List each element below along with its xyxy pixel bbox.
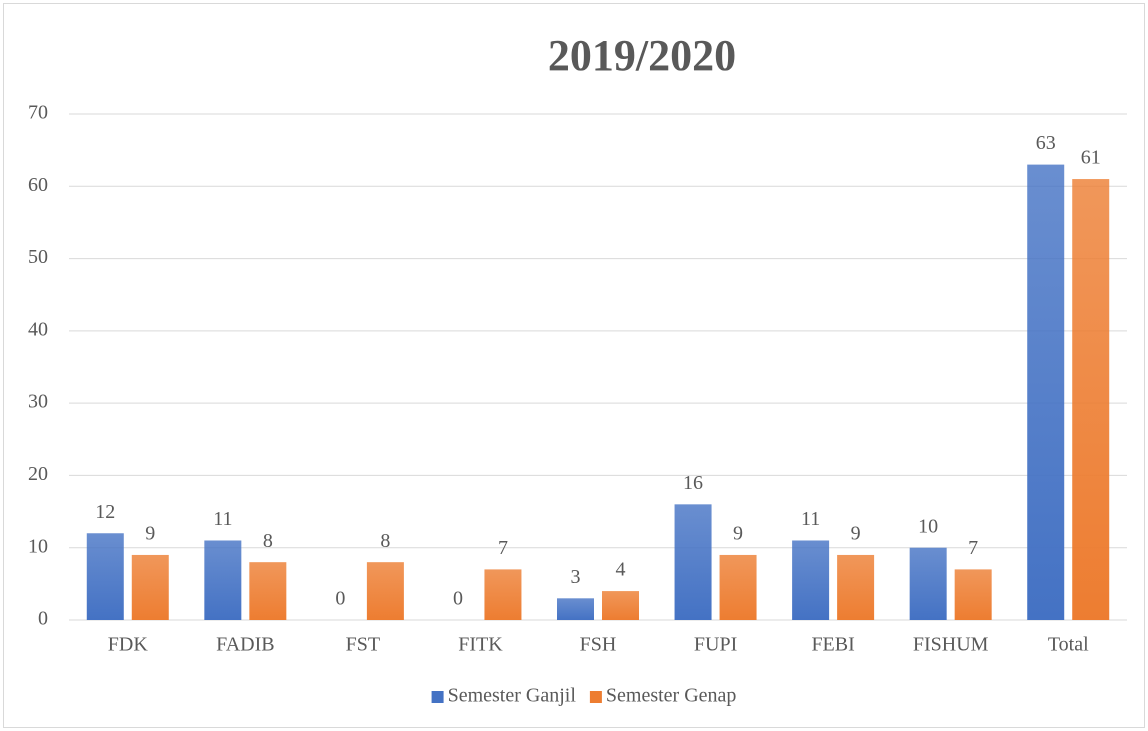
data-label: 12 (95, 501, 115, 523)
data-label: 7 (498, 537, 508, 559)
data-label: 0 (335, 588, 345, 610)
bar (1027, 164, 1065, 620)
legend-swatch (589, 691, 602, 703)
data-label: 8 (263, 530, 273, 552)
bar (719, 554, 757, 620)
data-label: 9 (851, 523, 861, 545)
y-tick-label: 30 (28, 391, 48, 413)
y-tick-label: 70 (28, 102, 48, 124)
bar (954, 569, 992, 620)
data-label: 7 (968, 537, 978, 559)
bar (602, 591, 639, 620)
data-label: 3 (571, 566, 581, 588)
x-tick-label: FST (346, 634, 380, 656)
bar (86, 533, 124, 620)
y-tick-label: 20 (28, 463, 48, 485)
bar (909, 547, 947, 620)
x-tick-label: FUPI (694, 634, 737, 656)
data-label: 16 (683, 472, 703, 494)
bar (249, 562, 287, 620)
data-label: 10 (918, 515, 938, 537)
data-label: 4 (616, 559, 626, 581)
bar (837, 554, 875, 620)
x-tick-label: FISHUM (913, 634, 989, 656)
y-tick-label: 0 (38, 608, 48, 630)
bar (674, 504, 712, 620)
bar (131, 554, 169, 620)
bar (557, 598, 594, 620)
legend-label: Semester Genap (606, 685, 737, 707)
legend-swatch (431, 691, 444, 703)
x-tick-label: Total (1048, 634, 1089, 656)
data-label: 9 (733, 523, 743, 545)
chart-title: 2019/2020 (548, 31, 736, 80)
bar (484, 569, 522, 620)
x-tick-label: FITK (458, 634, 503, 656)
data-label: 61 (1081, 147, 1101, 169)
y-tick-label: 40 (28, 318, 48, 340)
data-label: 11 (213, 508, 232, 530)
x-tick-label: FEBI (811, 634, 854, 656)
bar (204, 540, 242, 620)
data-label: 63 (1036, 132, 1056, 154)
x-tick-label: FADIB (216, 634, 275, 656)
x-tick-label: FSH (580, 634, 617, 656)
y-tick-label: 10 (28, 535, 48, 557)
data-label: 8 (380, 530, 390, 552)
data-label: 11 (801, 508, 820, 530)
legend-label: Semester Ganjil (448, 685, 577, 707)
bar (1072, 179, 1110, 621)
y-tick-label: 60 (28, 174, 48, 196)
bar (792, 540, 830, 620)
data-label: 9 (145, 523, 155, 545)
bar (366, 562, 404, 620)
y-tick-label: 50 (28, 246, 48, 268)
data-label: 0 (453, 588, 463, 610)
x-tick-label: FDK (108, 634, 149, 656)
